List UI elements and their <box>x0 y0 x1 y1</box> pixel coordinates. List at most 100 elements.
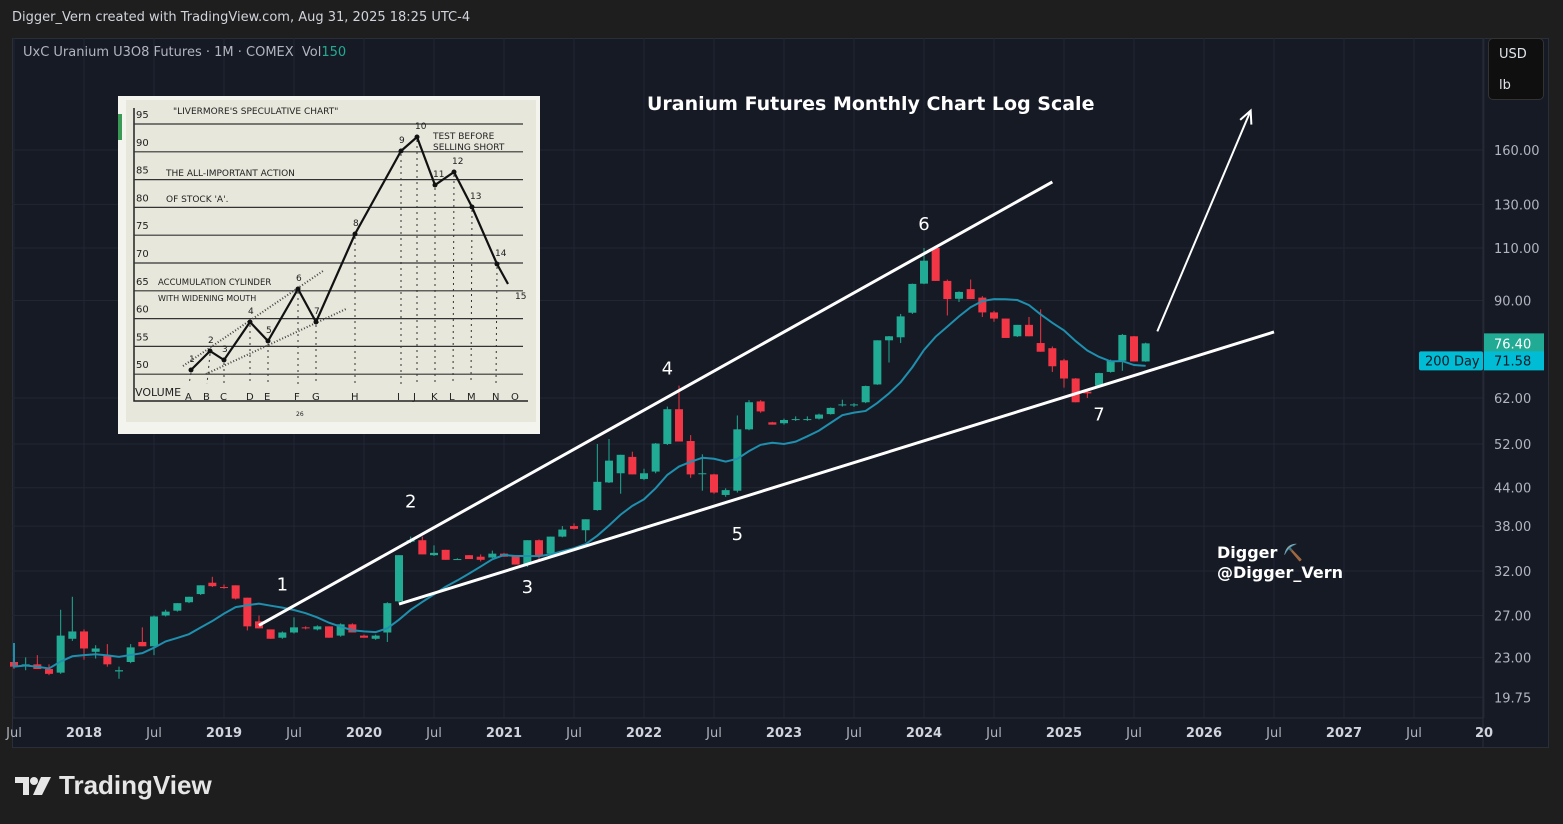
candle <box>686 435 695 478</box>
candle-body <box>593 481 602 511</box>
candle-body <box>605 460 613 483</box>
candle <box>1001 318 1010 338</box>
trendline-lower[interactable] <box>398 330 1275 606</box>
candle <box>266 629 275 639</box>
inset-point-label: 6 <box>296 274 302 284</box>
inset-volume-letter: G <box>312 392 320 403</box>
candle <box>733 415 742 493</box>
inset-volume-letter: N <box>492 392 499 403</box>
candle-body <box>1095 373 1103 386</box>
inset-price-label: 70 <box>136 249 149 260</box>
candle-body <box>745 402 753 430</box>
candle-body <box>196 585 205 595</box>
candle-body <box>640 473 648 479</box>
candle <box>815 413 823 420</box>
candle-body <box>920 260 928 284</box>
price-tick-label: 62.00 <box>1494 392 1531 407</box>
candle-body <box>733 429 742 491</box>
inset-point-label: 9 <box>399 136 405 146</box>
author-watermark: Digger ⛏️ @Digger_Vern <box>1217 543 1343 583</box>
currency-unit-selector[interactable]: USD lb <box>1488 38 1544 100</box>
candle-body <box>663 409 672 445</box>
time-tick-label: Jul <box>705 726 722 741</box>
inset-volume-letter: H <box>351 392 359 403</box>
wave-label: 3 <box>522 577 533 598</box>
inset-caption-1: THE ALL-IMPORTANT ACTION <box>165 169 295 179</box>
time-tick-label: Jul <box>285 726 302 741</box>
inset-point-label: 13 <box>470 192 481 202</box>
wave-label: 7 <box>1093 405 1104 426</box>
candle <box>185 596 193 604</box>
candle-body <box>1083 391 1092 394</box>
projection-arrow[interactable] <box>1156 110 1252 332</box>
inset-price-label: 75 <box>136 221 149 232</box>
trendline-upper[interactable] <box>258 180 1054 627</box>
candle-body <box>278 632 287 638</box>
inset-point-label: 15 <box>515 292 526 302</box>
tradingview-logo[interactable]: TradingView <box>15 770 212 801</box>
candle-body <box>1106 360 1115 372</box>
inset-title: "LIVERMORE'S SPECULATIVE CHART" <box>173 107 338 117</box>
price-tick-label: 23.00 <box>1494 651 1531 666</box>
time-axis[interactable]: Jul 2018 Jul 2019 Jul 2020 Jul 2021 Jul 2022 Jul 20… <box>5 726 1493 741</box>
candle-body <box>558 529 567 537</box>
price-tick-label: 110.00 <box>1494 242 1540 257</box>
candle-body <box>756 401 765 412</box>
price-tick-label: 38.00 <box>1494 520 1531 535</box>
time-tick-label: 2024 <box>906 726 942 741</box>
livermore-chart-image: 95 90 85 80 75 70 65 60 55 50 1 A 2 B 3 C 4 D 5 E 6 F 7 G 8 H 9 I 10… <box>118 96 540 434</box>
candle <box>570 523 578 530</box>
candle <box>1071 378 1080 403</box>
inset-volume-letter: F <box>294 392 300 403</box>
price-axis[interactable]: 160.00 130.00 110.00 90.00 62.00 52.00 44.00 38… <box>1494 144 1540 706</box>
time-tick-label: Jul <box>1125 726 1142 741</box>
candle <box>371 634 380 640</box>
candle <box>255 615 263 629</box>
candle <box>675 385 683 442</box>
candle-body <box>931 248 940 281</box>
inset-note-2: SELLING SHORT <box>433 143 505 153</box>
candle-body <box>768 422 777 425</box>
candle <box>1083 390 1092 399</box>
candle <box>161 609 170 617</box>
candle <box>313 625 322 631</box>
candle-body <box>301 627 310 629</box>
candle <box>173 603 182 612</box>
inset-point-label: 10 <box>415 122 427 132</box>
candle <box>628 451 637 475</box>
candle <box>780 418 788 425</box>
candle-body <box>488 553 497 558</box>
candle-body <box>873 340 882 385</box>
unit-label: lb <box>1499 78 1511 93</box>
candle-body <box>1001 318 1010 338</box>
candle <box>488 550 497 559</box>
candle-body <box>826 407 835 415</box>
candle-body <box>185 596 193 603</box>
candle <box>138 627 147 647</box>
candle-body <box>978 297 987 313</box>
candle-body <box>803 419 812 421</box>
inset-volume-letter: M <box>467 392 476 403</box>
candle <box>290 617 298 634</box>
candle-body <box>1048 348 1057 367</box>
candle <box>430 545 438 556</box>
candle-body <box>325 626 333 638</box>
candle <box>546 536 555 555</box>
candle <box>605 439 613 484</box>
candle-body <box>173 603 182 611</box>
symbol-legend[interactable]: UxC Uranium U3O8 Futures · 1M · COMEX Vo… <box>23 45 346 60</box>
candle-body <box>395 555 403 602</box>
candle-body <box>56 635 65 673</box>
inset-point-label: 8 <box>353 219 359 229</box>
candle-body <box>1130 336 1138 362</box>
price-tick-label: 44.00 <box>1494 482 1531 497</box>
inset-note-1: TEST BEFORE <box>432 132 495 142</box>
inset-volume-letter: K <box>431 392 438 403</box>
candle <box>511 555 520 565</box>
candle <box>721 488 730 497</box>
inset-point-label: 14 <box>495 249 507 259</box>
candle-body <box>686 441 695 475</box>
candle-body <box>570 526 578 529</box>
